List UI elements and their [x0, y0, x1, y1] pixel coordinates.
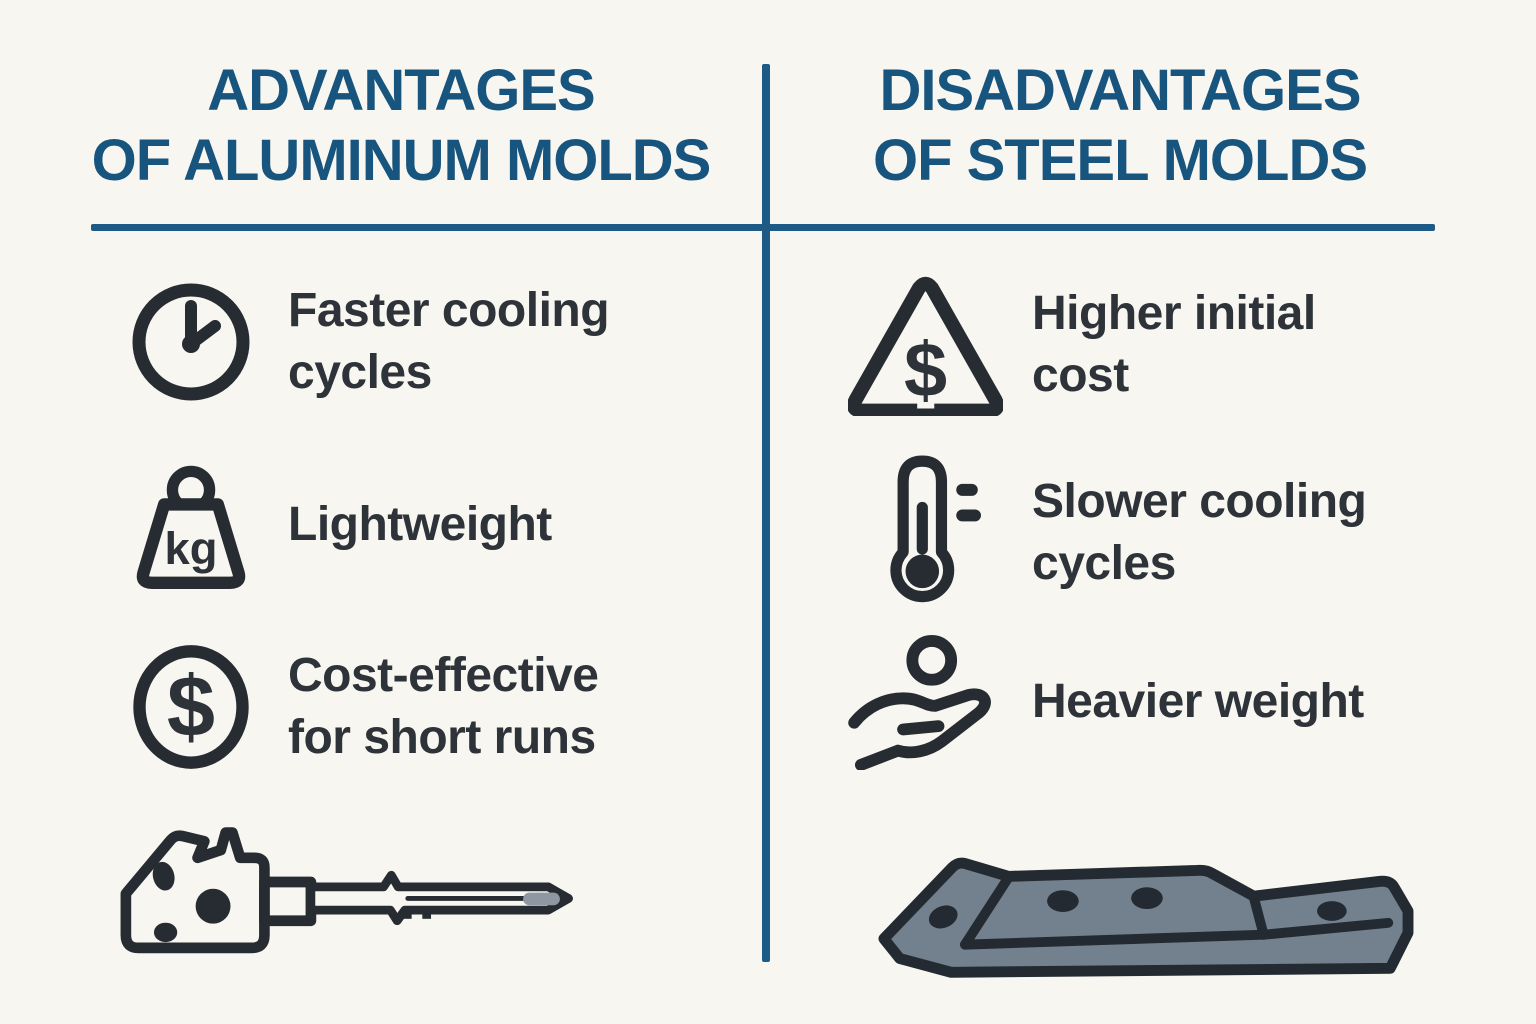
- list-item-cost-effective: $ Cost-effective for short runs: [116, 637, 599, 777]
- right-header-line2: OF STEEL MOLDS: [872, 128, 1368, 193]
- item-label-line2: cycles: [1032, 537, 1176, 590]
- hand-holding-icon: [840, 634, 1010, 770]
- triangle-dollar-glyph: $: [903, 327, 946, 413]
- item-label-line2: for short runs: [288, 711, 596, 764]
- warning-dollar-icon: $: [840, 274, 1010, 416]
- vertical-divider: [762, 64, 770, 962]
- list-item-slower-cooling: Slower cooling cycles: [840, 448, 1367, 618]
- item-label-line1: Heavier weight: [1032, 675, 1364, 728]
- item-label-line1: Cost-effective: [288, 649, 599, 702]
- steel-mold-illustration: [858, 822, 1426, 1000]
- list-item-heavier-weight: Heavier weight: [840, 632, 1364, 772]
- left-column-header: ADVANTAGES OF ALUMINUM MOLDS: [56, 56, 746, 196]
- item-label: Slower cooling cycles: [1032, 471, 1367, 595]
- dollar-circle-icon: $: [116, 639, 266, 775]
- list-item-lightweight: kg Lightweight: [116, 455, 552, 595]
- thermometer-icon: [840, 453, 1010, 613]
- left-header-line2: OF ALUMINUM MOLDS: [91, 128, 712, 193]
- kg-label: kg: [165, 523, 218, 574]
- rod-tip-highlight: [523, 892, 560, 906]
- item-label: Cost-effective for short runs: [288, 645, 599, 769]
- item-label: Lightweight: [288, 494, 552, 556]
- dollar-glyph: $: [167, 659, 215, 755]
- item-label-line2: cycles: [288, 346, 432, 399]
- item-label-line1: Higher initial: [1032, 286, 1316, 340]
- item-label: Higher initial cost: [1032, 283, 1316, 407]
- item-label-line1: Slower cooling: [1032, 475, 1367, 528]
- item-label: Faster cooling cycles: [288, 280, 610, 404]
- list-item-higher-cost: $ Higher initial cost: [840, 272, 1316, 417]
- item-label: Heavier weight: [1032, 671, 1364, 733]
- item-label-line1: Faster cooling: [288, 284, 610, 337]
- header-underline: [91, 224, 1435, 231]
- item-label-line1: Lightweight: [288, 498, 552, 551]
- list-item-faster-cooling: Faster cooling cycles: [116, 272, 610, 412]
- clock-icon: [116, 278, 266, 406]
- kg-weight-icon: kg: [116, 459, 266, 591]
- right-column-header: DISADVANTAGES OF STEEL MOLDS: [780, 56, 1460, 196]
- left-header-line1: ADVANTAGES: [207, 58, 595, 123]
- right-header-line1: DISADVANTAGES: [879, 58, 1361, 123]
- aluminum-mold-illustration: [112, 820, 597, 975]
- item-label-line2: cost: [1032, 348, 1129, 402]
